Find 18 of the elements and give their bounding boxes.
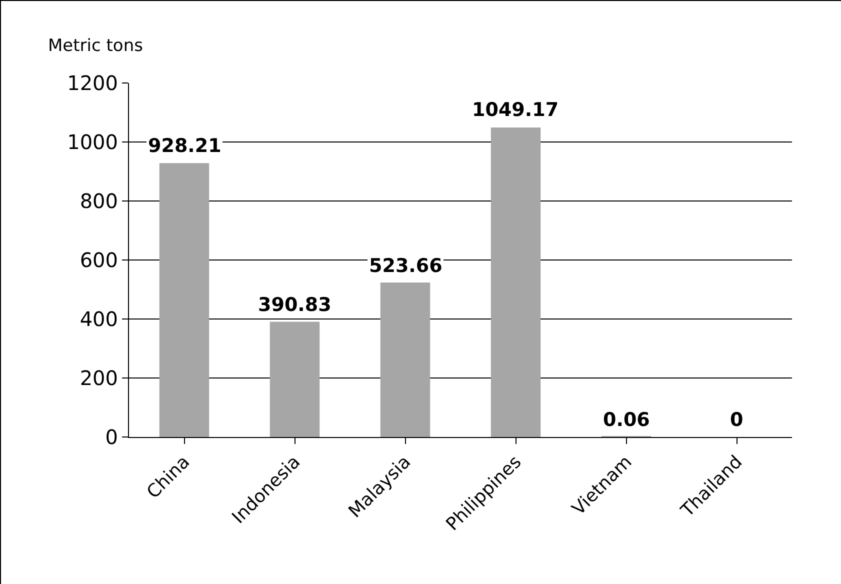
bar (490, 127, 541, 437)
y-tick-label: 200 (80, 366, 118, 390)
y-tick-label: 600 (80, 248, 118, 272)
data-label: 390.83 (258, 294, 332, 316)
y-tick-label: 1200 (67, 71, 118, 95)
bar (380, 282, 430, 437)
bar (270, 322, 320, 437)
y-axis-title: Metric tons (48, 36, 144, 56)
bar (159, 163, 210, 437)
y-tick-label: 1000 (67, 130, 118, 154)
data-label: 523.66 (369, 255, 442, 277)
y-tick-label: 800 (80, 189, 118, 213)
data-label: 0 (730, 409, 744, 431)
data-label: 928.21 (148, 135, 222, 157)
data-label: 1049.17 (472, 99, 559, 121)
y-tick-label: 400 (80, 307, 118, 331)
data-label: 0.06 (603, 409, 650, 431)
y-tick-label: 0 (105, 425, 118, 449)
